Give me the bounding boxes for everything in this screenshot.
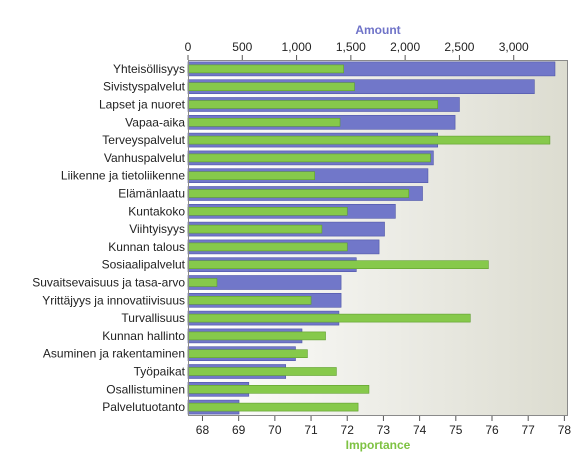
importance-series xyxy=(187,64,551,412)
top-tick-label: 2,500 xyxy=(444,40,474,54)
category-label-row-18: Työpaikat xyxy=(134,365,186,379)
category-label-row-1: Yhteisöllisyys xyxy=(113,62,185,76)
importance-bar-row-2 xyxy=(187,82,355,91)
category-label-row-3: Lapset ja nuoret xyxy=(99,98,186,112)
plot-area xyxy=(188,60,568,416)
top-tick-label: 0 xyxy=(185,40,192,54)
bottom-tick-label: 72 xyxy=(341,423,355,437)
bottom-axis: 68 69 70 71 72 73 74 75 76 77 78 xyxy=(196,416,572,437)
bottom-tick-label: 73 xyxy=(377,423,391,437)
category-label-row-2: Sivistyspalvelut xyxy=(103,80,186,94)
top-tick-label: 1,500 xyxy=(336,40,366,54)
importance-bar-row-4 xyxy=(187,118,341,127)
importance-bar-row-10 xyxy=(187,224,323,234)
category-label-row-19: Osallistuminen xyxy=(106,382,185,396)
category-label-row-10: Viihtyisyys xyxy=(129,222,185,236)
importance-bar-row-14 xyxy=(187,295,312,305)
importance-bar-row-13 xyxy=(187,278,218,287)
category-label-row-14: Yrittäjyys ja innovatiivisuus xyxy=(42,293,185,307)
category-label-row-17: Asuminen ja rakentaminen xyxy=(43,347,185,361)
bottom-tick-label: 68 xyxy=(196,423,210,437)
bottom-tick-label: 75 xyxy=(449,423,463,437)
importance-bar-row-7 xyxy=(187,171,315,180)
category-label-row-20: Palvelutuotanto xyxy=(102,400,185,414)
top-tick-label: 3,000 xyxy=(499,40,529,54)
category-label-row-4: Vapaa-aika xyxy=(125,115,185,129)
bottom-axis-title: Importance xyxy=(346,438,411,452)
bottom-tick-label: 78 xyxy=(558,423,572,437)
top-axis-title: Amount xyxy=(355,23,400,37)
bottom-tick-label: 70 xyxy=(268,423,282,437)
category-label-row-11: Kunnan talous xyxy=(108,240,185,254)
category-label-row-12: Sosiaalipalvelut xyxy=(102,258,186,272)
bottom-tick-label: 76 xyxy=(485,423,499,437)
importance-bar-row-5 xyxy=(187,135,551,145)
top-axis: 0 500 1,000 1,500 2,000 2,500 3,000 xyxy=(185,40,529,60)
importance-bar-row-9 xyxy=(187,207,348,216)
category-labels: Yhteisöllisyys Sivistyspalvelut Lapset ja … xyxy=(32,62,185,414)
importance-bar-row-15 xyxy=(187,313,471,323)
category-label-row-7: Liikenne ja tietoliikenne xyxy=(61,169,185,183)
importance-bar-row-18 xyxy=(187,367,337,376)
importance-bar-row-17 xyxy=(187,349,308,359)
importance-bar-row-20 xyxy=(187,402,359,412)
bottom-tick-label: 74 xyxy=(413,423,427,437)
category-label-row-5: Terveyspalvelut xyxy=(102,133,185,147)
category-label-row-6: Vanhuspalvelut xyxy=(104,151,186,165)
importance-bar-row-8 xyxy=(187,189,410,198)
importance-bar-row-3 xyxy=(187,100,439,109)
category-label-row-8: Elämänlaatu xyxy=(118,187,185,201)
top-tick-label: 1,000 xyxy=(282,40,312,54)
importance-bar-row-6 xyxy=(187,153,431,163)
importance-bar-row-1 xyxy=(187,64,344,74)
importance-bar-row-12 xyxy=(187,260,489,270)
bottom-tick-label: 69 xyxy=(232,423,246,437)
bottom-tick-label: 77 xyxy=(522,423,536,437)
bottom-tick-label: 71 xyxy=(304,423,318,437)
importance-bar-row-11 xyxy=(187,242,348,252)
category-label-row-16: Kunnan hallinto xyxy=(102,329,185,343)
category-label-row-15: Turvallisuus xyxy=(121,311,185,325)
importance-bar-row-19 xyxy=(187,384,370,394)
category-label-row-9: Kuntakoko xyxy=(128,204,185,218)
top-tick-label: 500 xyxy=(232,40,252,54)
top-tick-label: 2,000 xyxy=(390,40,420,54)
importance-bar-row-16 xyxy=(187,331,326,341)
plot-frame xyxy=(188,60,568,416)
category-label-row-13: Suvaitsevaisuus ja tasa-arvo xyxy=(32,276,185,290)
